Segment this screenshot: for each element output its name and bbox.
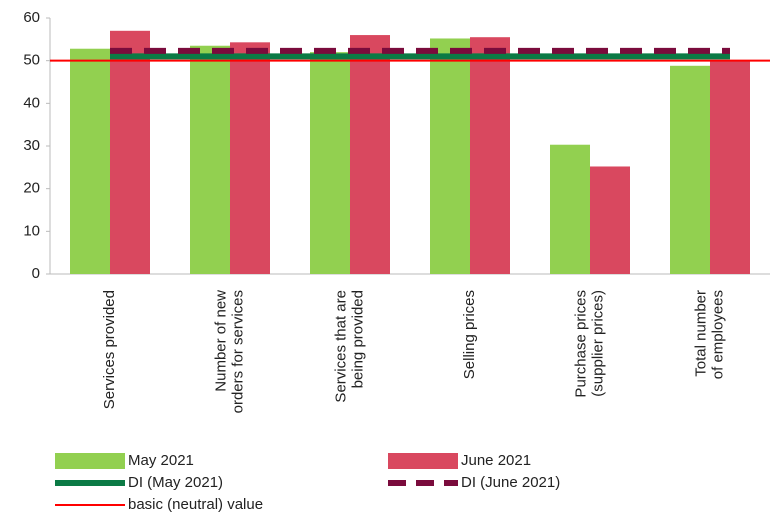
bar	[710, 60, 750, 274]
legend-swatch	[55, 453, 125, 469]
y-tick-label: 30	[23, 137, 40, 154]
legend-swatch	[388, 453, 458, 469]
x-tick-label: Total number	[692, 290, 709, 377]
y-tick-label: 40	[23, 94, 40, 111]
bar	[190, 45, 230, 274]
y-tick-label: 20	[23, 180, 40, 197]
bar	[430, 38, 470, 275]
y-tick-label: 0	[32, 265, 40, 282]
x-tick-label: of employees	[709, 290, 726, 379]
bar	[110, 30, 150, 274]
x-tick-label: Number of new	[212, 290, 229, 392]
legend-label: May 2021	[128, 452, 194, 469]
bar	[590, 166, 630, 274]
bar	[550, 144, 590, 274]
legend-label: June 2021	[461, 452, 531, 469]
x-tick-label: (supplier prices)	[589, 290, 606, 397]
y-tick-label: 60	[23, 9, 40, 26]
bar	[230, 42, 270, 274]
legend-label: DI (June 2021)	[461, 474, 560, 491]
x-tick-label: being provided	[349, 290, 366, 388]
x-tick-label: Services that are	[332, 290, 349, 403]
bar	[70, 48, 110, 274]
bar	[310, 52, 350, 275]
y-tick-label: 10	[23, 222, 40, 239]
x-tick-label: Purchase prices	[572, 290, 589, 398]
bar	[670, 65, 710, 274]
legend-label: basic (neutral) value	[128, 496, 263, 513]
y-tick-label: 50	[23, 52, 40, 69]
bar	[350, 35, 390, 274]
x-tick-label: Selling prices	[461, 290, 478, 379]
x-tick-label: Services provided	[101, 290, 118, 409]
bar	[470, 37, 510, 275]
legend-label: DI (May 2021)	[128, 474, 223, 491]
x-tick-label: orders for services	[229, 290, 246, 413]
